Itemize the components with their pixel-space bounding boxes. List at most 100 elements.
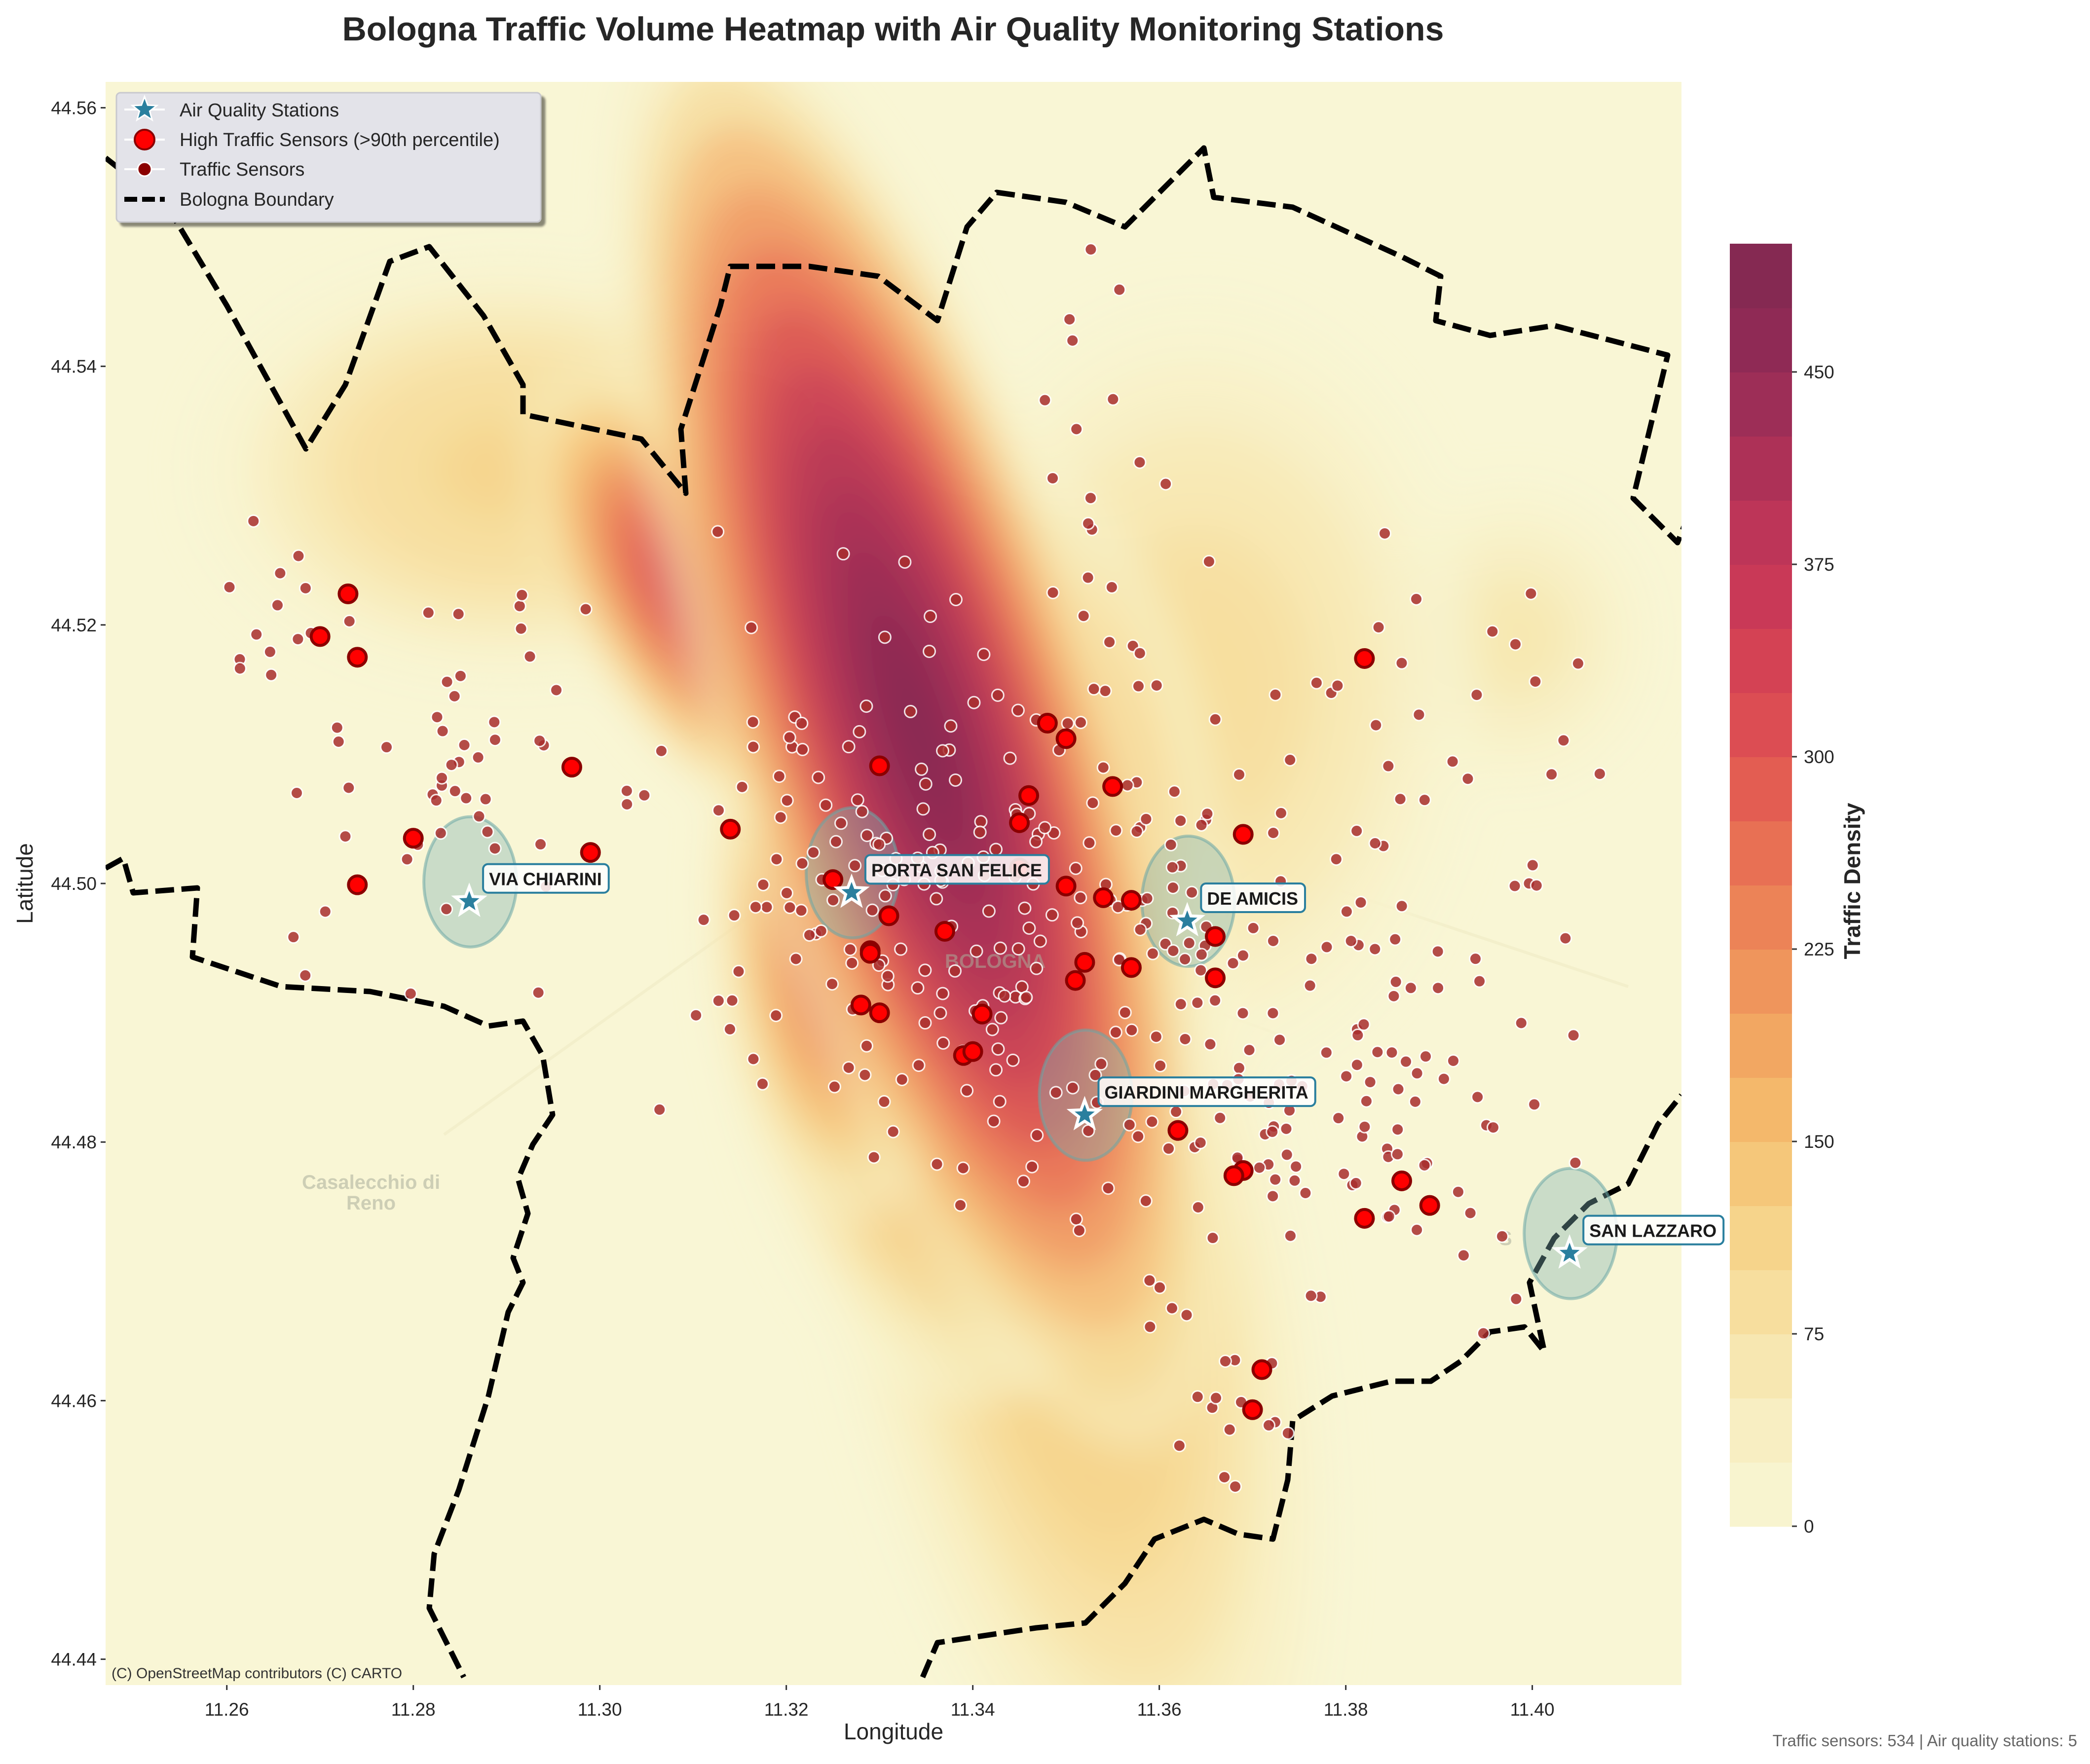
- high-traffic-sensor-point: [347, 874, 368, 895]
- traffic-sensor-point: [1242, 1043, 1256, 1057]
- legend-label: Traffic Sensors: [180, 159, 304, 180]
- traffic-sensor-point: [1178, 953, 1192, 966]
- traffic-sensor-point: [1229, 1480, 1242, 1494]
- place-label-reno: Reno: [346, 1192, 396, 1214]
- density-contour: [891, 668, 942, 789]
- x-tick-label: 11.32: [764, 1699, 809, 1720]
- traffic-sensor-point: [400, 852, 414, 866]
- traffic-sensor-point: [1371, 1045, 1384, 1059]
- traffic-sensor-point: [1094, 1057, 1108, 1071]
- traffic-sensor-point: [1194, 948, 1208, 961]
- traffic-sensor-point: [949, 773, 963, 787]
- traffic-sensor-point: [1074, 716, 1087, 730]
- traffic-sensor-point: [1125, 1023, 1139, 1037]
- traffic-sensor-point: [859, 699, 873, 713]
- traffic-sensor-point: [1283, 1229, 1297, 1243]
- x-axis-label: Longitude: [844, 1719, 943, 1744]
- traffic-sensor-point: [881, 969, 895, 983]
- traffic-sensor-point: [1191, 996, 1204, 1010]
- traffic-sensor-point: [807, 845, 821, 859]
- traffic-sensor-point: [960, 1084, 974, 1098]
- traffic-sensor-point: [1185, 885, 1199, 899]
- traffic-sensor-point: [1309, 676, 1323, 690]
- traffic-sensor-point: [1069, 861, 1082, 875]
- traffic-sensor-point: [1461, 772, 1475, 786]
- traffic-sensor-point: [1378, 526, 1392, 540]
- station-label-box: [1097, 1076, 1316, 1107]
- traffic-sensor-point: [1509, 1292, 1523, 1306]
- traffic-sensor-point: [1410, 1066, 1424, 1080]
- traffic-sensor-point: [732, 964, 746, 978]
- traffic-sensor-point: [1305, 952, 1318, 966]
- high-traffic-sensor-point: [337, 583, 359, 604]
- bologna-boundary: [106, 145, 1681, 1679]
- traffic-sensor-point: [404, 987, 417, 1000]
- traffic-sensor-point: [1209, 1391, 1223, 1405]
- traffic-sensor-point: [860, 1039, 874, 1053]
- traffic-sensor-point: [949, 592, 963, 606]
- traffic-sensor-point: [1046, 471, 1060, 485]
- high-traffic-sensor-point: [1120, 890, 1142, 911]
- legend-item-stations: Air Quality Stations: [124, 94, 339, 122]
- high-traffic-sensor-point: [1251, 1359, 1272, 1380]
- y-tick-label: 44.44: [51, 1650, 97, 1670]
- traffic-sensor-point: [948, 964, 962, 978]
- traffic-sensor-point: [1139, 1194, 1153, 1208]
- traffic-sensor-point: [223, 580, 236, 594]
- traffic-sensor-point: [1131, 679, 1145, 693]
- x-axis-ticks: 11.26 11.28 11.30 11.32 11.34 11.36 11.38 11.40: [205, 1685, 1555, 1720]
- colorbar-tick-label: 300: [1804, 747, 1834, 767]
- traffic-sensor-point: [1106, 392, 1120, 406]
- high-traffic-sensor-point: [1232, 824, 1254, 845]
- traffic-sensor-point: [318, 905, 332, 919]
- traffic-sensor-point: [453, 669, 467, 683]
- traffic-sensor-point: [886, 1125, 900, 1139]
- traffic-sensor-point: [834, 816, 848, 830]
- colorbar-segment: [1730, 436, 1792, 501]
- traffic-sensor-point: [1025, 1160, 1039, 1174]
- boundary-line: [920, 1093, 1681, 1679]
- traffic-sensor-point: [930, 1157, 944, 1171]
- traffic-sensor-point: [1174, 814, 1188, 828]
- traffic-sensor-point: [1495, 1229, 1509, 1243]
- traffic-sensor-point: [1081, 571, 1095, 585]
- traffic-sensor-point: [1003, 751, 1017, 765]
- traffic-sensor-point: [780, 886, 794, 900]
- traffic-sensor-point: [1303, 979, 1317, 992]
- traffic-sensor-point: [1389, 975, 1403, 989]
- traffic-sensor-point: [435, 771, 449, 785]
- traffic-sensor-point: [1473, 974, 1487, 988]
- traffic-sensor-point: [915, 762, 929, 776]
- traffic-sensor-point: [1280, 1148, 1294, 1162]
- colorbar-tick-label: 75: [1804, 1324, 1824, 1344]
- high-traffic-sensor-point: [859, 943, 881, 964]
- traffic-sensor-point: [924, 609, 937, 623]
- traffic-sensor-point: [1194, 818, 1208, 832]
- place-label-casalecchio: Casalecchio di: [302, 1172, 440, 1193]
- traffic-sensor-point: [1266, 1006, 1280, 1020]
- traffic-sensor-point: [1289, 1160, 1303, 1174]
- traffic-sensor-point: [1145, 1115, 1159, 1129]
- legend-item-boundary: Bologna Boundary: [124, 189, 334, 210]
- legend-box: [115, 92, 542, 223]
- air-quality-stations: [451, 873, 1588, 1269]
- traffic-sensor-point: [1202, 554, 1216, 568]
- traffic-sensor-point: [515, 588, 529, 602]
- traffic-sensor-point: [826, 893, 840, 907]
- high-traffic-sensor-point: [869, 755, 890, 776]
- traffic-sensor-point: [930, 892, 943, 906]
- traffic-sensor-point: [1274, 806, 1288, 820]
- traffic-sensor-point: [1331, 679, 1344, 693]
- y-axis-ticks: 44.44 44.46 44.48 44.50 44.52 44.54 44.56: [51, 98, 106, 1670]
- traffic-sensor-point: [1471, 1090, 1485, 1104]
- traffic-sensor-point: [903, 704, 917, 718]
- traffic-sensor-point: [1267, 934, 1280, 948]
- traffic-sensor-point: [1350, 1058, 1364, 1072]
- traffic-sensor-point: [421, 606, 435, 620]
- traffic-sensor-point: [1096, 761, 1110, 774]
- traffic-sensor-point: [1130, 825, 1144, 839]
- x-tick-label: 11.38: [1324, 1699, 1368, 1720]
- traffic-sensor-point: [1363, 1075, 1377, 1089]
- traffic-sensor-point: [1105, 580, 1119, 594]
